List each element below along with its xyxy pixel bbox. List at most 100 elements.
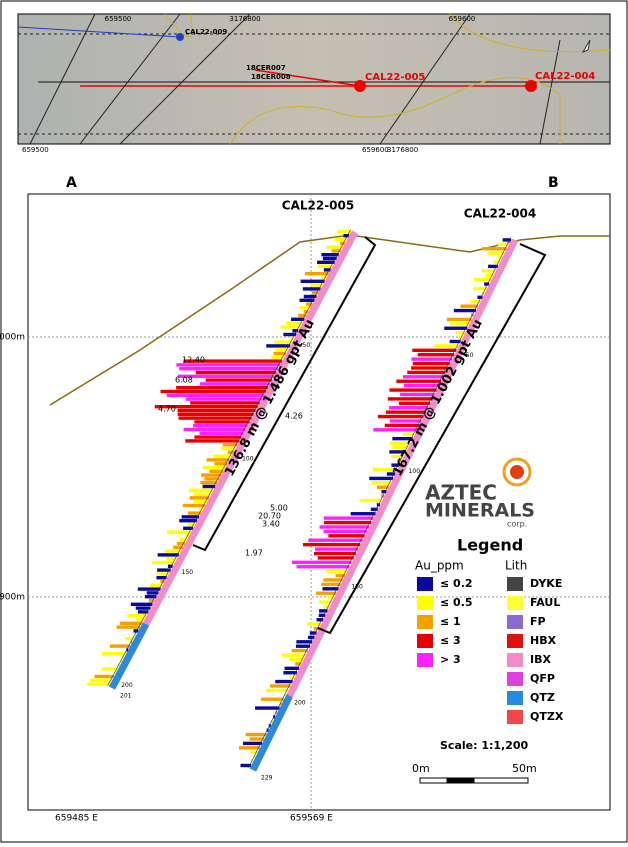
hole-title: CAL22-004 [464,207,536,221]
assay-bar [444,326,468,330]
legend-swatch [507,615,523,629]
hole-title: CAL22-005 [282,199,354,213]
assay-bar [316,591,337,595]
assay-bar [275,679,293,684]
depth-label: 50 [466,352,474,359]
assay-bar [101,667,119,671]
scale-bar [473,777,529,784]
assay-bar [176,386,268,390]
legend-swatch [507,577,523,591]
assay-bar [136,617,145,622]
assay-bar [307,635,315,640]
assay-bar [390,441,411,445]
assay-bar [302,287,321,291]
hole-outline [107,229,351,686]
assay-bar [187,511,202,515]
bracket [317,243,547,635]
assay-bar [300,279,325,283]
assay-bar [102,652,127,656]
legend-label: ≤ 1 [440,615,461,628]
assay-bar [319,525,370,529]
assay-bar [273,715,276,719]
assay-bar [145,595,157,599]
legend-head: Lith [505,559,527,573]
hole-label: CAL22-005 [365,72,425,83]
legend-swatch [417,653,433,667]
easting: 659569 E [290,814,333,824]
legend-swatch [507,710,523,724]
assay-bar [160,389,266,394]
assay-bar [323,516,374,520]
assay-bar [133,629,139,633]
assay-bar [309,631,317,635]
assay-bar [481,269,496,273]
assay-bar [195,370,277,375]
assay-bar [449,339,461,344]
assay-bar [199,431,244,435]
legend-label: DYKE [530,577,562,590]
assay-bar [326,245,343,249]
logo-text: corp. [507,520,527,529]
assay-bar [458,335,463,339]
assay-bar [240,763,252,768]
assay-bar [284,666,300,671]
assay-bar [281,653,306,657]
assay-bar [148,598,155,603]
assay-bar [214,462,228,466]
assay-bar [402,432,415,436]
assay-bar [308,538,363,542]
section-frame [27,193,611,811]
assay-bar [283,332,297,337]
legend-label: ≤ 0.2 [440,577,473,590]
assay-bar [255,706,280,710]
assay-bar [177,412,254,416]
assay-bar [154,405,258,409]
coord: 659600 [362,146,389,154]
depth-label: 200 [121,682,133,689]
assay-bar [119,621,143,625]
assay-bar [453,308,477,313]
assay-bar [157,553,179,557]
assay-bar [179,367,279,371]
assay-bar [412,348,457,353]
assay-bar [498,255,503,260]
hole-trace [249,238,519,772]
assay-bar [94,674,115,679]
legend-label: FAUL [530,596,560,609]
assay-bar [381,489,387,494]
assay-bar [386,472,396,476]
collar [354,80,366,92]
hole-trace [108,230,359,690]
assay-bar [311,291,319,295]
coord: 659600 [449,15,476,23]
scale-bar [446,777,475,784]
assay-bar [199,507,204,511]
assay-bar [296,565,350,569]
assay-bar [398,401,431,406]
assay-bar [120,659,123,663]
depth-label: 100 [409,468,421,475]
assay-bar [316,618,324,622]
assay-bar [266,688,289,693]
assay-bar [275,348,289,352]
assay-bar [286,321,303,325]
assay-bar [193,424,248,428]
assay-bar [178,416,252,420]
assay-bar [411,366,448,370]
grade: 1.97 [245,549,263,558]
assay-bar [417,353,455,357]
assay-bar [176,541,185,546]
assay-bar [177,374,275,378]
depth-label: 201 [120,693,132,700]
assay-bar [273,351,287,356]
assay-bar [160,579,165,584]
assay-bar [396,379,442,383]
assay-bar [181,515,200,519]
assay-bar [400,392,435,397]
assay-bar [298,313,307,318]
assay-bar [185,397,262,401]
assay-bar [183,359,283,363]
assay-bar [411,357,453,361]
grade: 5.00 [270,504,288,513]
